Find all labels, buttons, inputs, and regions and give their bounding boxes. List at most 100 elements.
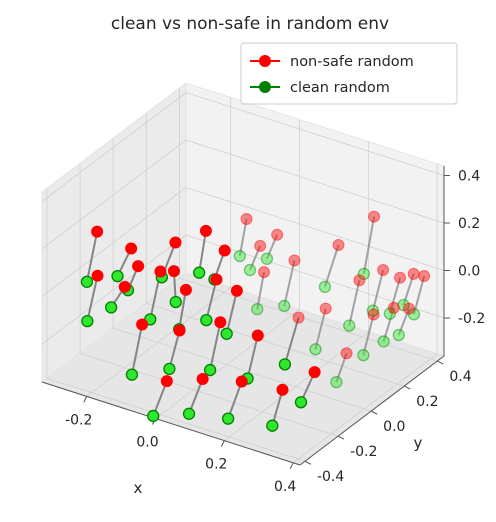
- point-non-safe: [271, 228, 284, 241]
- grid-line-x: [155, 309, 300, 419]
- point-non-safe: [367, 308, 380, 321]
- legend-marker-clean: [259, 81, 271, 93]
- point-non-safe: [91, 225, 104, 238]
- point-clean: [147, 409, 160, 423]
- point-non-safe: [308, 366, 321, 379]
- point-non-safe: [196, 372, 209, 385]
- y-tick-label: -0.2: [350, 444, 377, 460]
- point-non-safe: [154, 265, 167, 278]
- grid-line-y: [79, 352, 339, 437]
- point-clean: [377, 335, 390, 348]
- pair-connector: [402, 273, 415, 306]
- y-tick-label: -0.4: [317, 469, 344, 485]
- grid-line-x: [86, 287, 231, 397]
- point-clean: [278, 299, 291, 313]
- legend-marker-non-safe: [259, 55, 271, 67]
- point-non-safe: [235, 375, 248, 388]
- point-clean: [221, 412, 235, 425]
- point-non-safe: [319, 302, 332, 315]
- point-clean: [243, 263, 257, 277]
- pair-connector: [178, 289, 187, 330]
- grid-line-z: [41, 187, 187, 297]
- pair-connector: [362, 314, 375, 356]
- pair-connector: [85, 231, 99, 282]
- pair-connector: [198, 230, 207, 273]
- y-tick-label: 0.0: [383, 419, 405, 435]
- y-tick-mark: [404, 385, 411, 390]
- point-clean: [260, 252, 274, 265]
- x-tick-label: 0.4: [274, 479, 296, 495]
- y-axis-label: y: [414, 434, 423, 452]
- y-tick-mark: [437, 360, 444, 365]
- point-non-safe: [402, 302, 415, 315]
- pair-connector: [188, 378, 204, 415]
- legend-label-clean: clean random: [290, 80, 390, 96]
- point-non-safe: [199, 224, 212, 237]
- point-clean: [407, 308, 421, 321]
- pair-connector: [225, 290, 238, 335]
- pair-connector: [238, 218, 248, 257]
- point-non-safe: [332, 238, 345, 251]
- pair-connector: [323, 244, 340, 288]
- point-non-safe: [292, 311, 305, 324]
- grid-line-z: [41, 139, 187, 250]
- pair-connector: [335, 352, 348, 383]
- point-non-safe: [167, 265, 180, 278]
- pair-connector: [130, 324, 144, 375]
- grid-line-y: [146, 302, 405, 387]
- pair-connector: [283, 260, 296, 307]
- y-tick-mark: [337, 435, 345, 440]
- pair-connector: [209, 322, 222, 371]
- point-clean: [392, 328, 405, 342]
- point-clean: [318, 280, 332, 294]
- pair-connector: [152, 380, 168, 417]
- z-tick-label: 0.4: [458, 169, 480, 185]
- pair-connector: [227, 381, 243, 419]
- pair-connector: [271, 389, 284, 426]
- x-tick-mark: [220, 440, 225, 447]
- point-non-safe: [169, 236, 182, 249]
- point-clean: [294, 396, 308, 409]
- point-non-safe: [407, 267, 420, 280]
- pair-connector: [86, 275, 99, 322]
- x-tick-label: 0.0: [136, 435, 158, 451]
- point-clean: [343, 319, 356, 332]
- y-axis-line: [299, 355, 445, 466]
- point-clean: [81, 314, 94, 328]
- point-non-safe: [218, 244, 231, 257]
- pair-connector: [371, 269, 385, 311]
- x-axis-label: x: [134, 479, 143, 497]
- point-non-safe: [418, 270, 431, 283]
- point-clean: [80, 275, 94, 288]
- grid-line-z: [185, 187, 445, 271]
- point-non-safe: [132, 260, 145, 273]
- pair-connector: [246, 335, 259, 379]
- grid-line-z: [185, 139, 445, 224]
- z-tick-label: 0.0: [458, 264, 480, 280]
- point-clean: [266, 419, 279, 432]
- point-clean: [357, 348, 370, 362]
- point-clean: [357, 267, 371, 281]
- pair-connector: [388, 277, 402, 314]
- x-axis-line: [41, 381, 301, 466]
- point-non-safe: [377, 263, 390, 276]
- point-non-safe: [230, 284, 243, 297]
- point-clean: [169, 295, 182, 309]
- point-clean: [251, 302, 264, 316]
- pair-connector: [348, 279, 361, 326]
- point-clean: [193, 266, 206, 279]
- y-tick-label: 0.2: [416, 394, 438, 410]
- point-clean: [163, 362, 176, 375]
- grid-line-y: [113, 327, 372, 412]
- point-non-safe: [173, 324, 186, 337]
- point-non-safe: [214, 316, 227, 329]
- point-non-safe: [160, 375, 173, 388]
- chart-title: clean vs non-safe in random env: [111, 14, 389, 34]
- point-clean: [330, 375, 343, 389]
- point-non-safe: [118, 280, 131, 293]
- y-tick-mark: [370, 410, 378, 415]
- legend-label-non-safe: non-safe random: [290, 54, 414, 70]
- point-clean: [203, 363, 217, 377]
- grid-line-z: [41, 234, 187, 345]
